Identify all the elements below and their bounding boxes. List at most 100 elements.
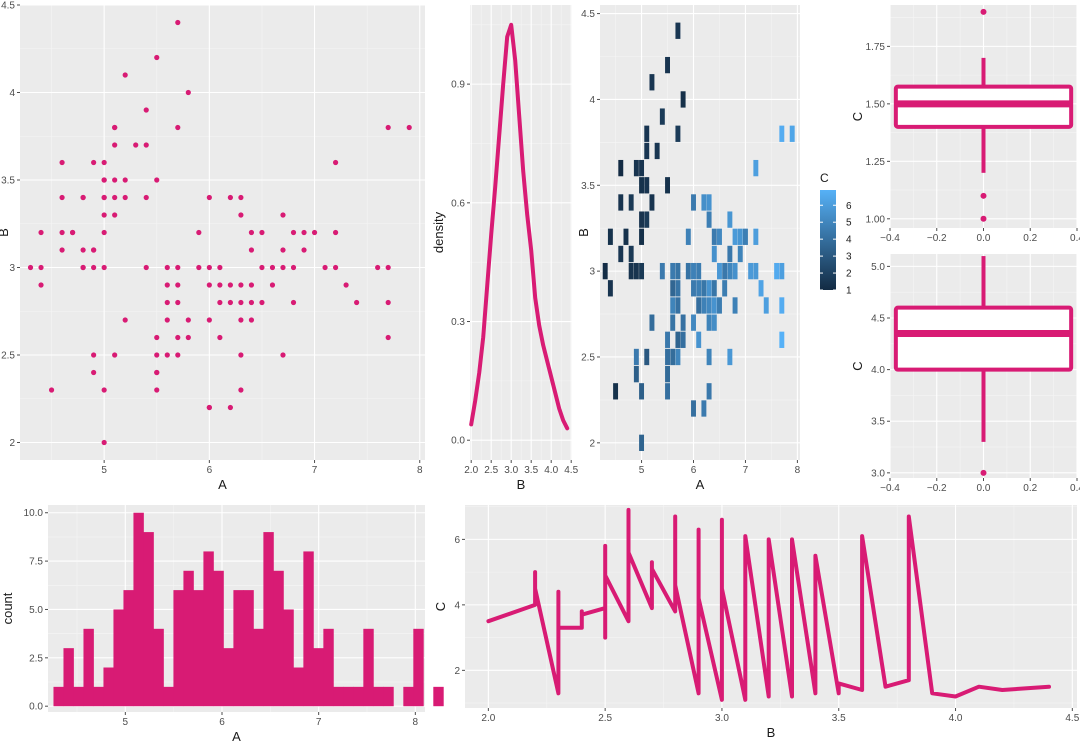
density-curve — [469, 22, 570, 431]
scatter-point — [280, 352, 286, 358]
scatter-point — [154, 177, 160, 183]
tiles-y-tick-label: 2.5 — [581, 352, 595, 363]
scatter-point — [143, 264, 149, 271]
scatter-point — [154, 352, 160, 358]
tiles-y-axis-title: B — [576, 228, 591, 237]
heatmap-tile — [701, 297, 707, 314]
scatter-point — [280, 247, 286, 253]
heatmap-tile — [748, 262, 754, 280]
histogram-bar — [223, 648, 234, 707]
heatmap-tile — [727, 211, 733, 228]
scatter-point — [143, 194, 149, 201]
scatter-point — [238, 352, 244, 358]
heatmap-tile — [675, 331, 681, 348]
histogram-bar — [63, 648, 74, 707]
histogram-y-tick-label: 7.5 — [29, 557, 43, 568]
scatter-point — [206, 317, 212, 323]
legend-tick-label: 2 — [846, 269, 852, 280]
box1-outlier — [980, 8, 987, 15]
scatter-point — [91, 159, 97, 166]
histogram-bar — [433, 686, 444, 707]
scatter-point — [59, 159, 65, 166]
density-x-tick-label: 4.0 — [544, 465, 558, 476]
scatter-point — [206, 264, 212, 271]
legend-tick-label: 5 — [846, 218, 852, 229]
scatter-point — [196, 264, 202, 271]
heatmap-tile — [779, 331, 785, 348]
heatmap-tile — [779, 262, 785, 280]
heatmap-tile — [670, 262, 676, 280]
heatmap-tile — [675, 22, 681, 39]
scatter-point — [406, 124, 412, 131]
heatmap-tile — [607, 228, 613, 245]
scatter-point — [101, 264, 107, 271]
scatter-point — [48, 387, 55, 393]
scatter-point — [59, 194, 65, 201]
heatmap-tile — [607, 280, 613, 297]
scatter-point — [175, 334, 181, 341]
scatter-panel-bg — [20, 5, 425, 460]
box2-box — [893, 305, 1074, 372]
scatter-point — [301, 229, 307, 236]
heatmap-tile — [633, 159, 639, 177]
scatter-point — [248, 317, 255, 323]
heatmap-tile — [737, 245, 743, 263]
legend-tick-label: 3 — [846, 252, 852, 263]
scatter-point — [280, 212, 286, 218]
scatter-point — [385, 124, 391, 131]
scatter-point — [143, 107, 149, 113]
scatter-point — [122, 177, 128, 183]
density-x-axis-title: B — [517, 477, 526, 492]
legend-tick-label: 6 — [846, 201, 852, 212]
box1-y-tick-label: 1.25 — [866, 157, 886, 168]
line-chart: 2.0 2.5 3.0 3.5 4.0 4.5 2 4 6 B C — [433, 505, 1080, 740]
heatmap-tile — [644, 177, 650, 194]
scatter-point — [27, 264, 34, 271]
scatter-point — [112, 352, 118, 358]
heatmap-tile — [639, 262, 645, 280]
heatmap-tile — [644, 142, 650, 160]
heatmap-tile — [670, 297, 676, 314]
scatter-point — [238, 194, 244, 201]
box1-y-axis-title: C — [850, 112, 865, 121]
box1-x-tick-label: −0.4 — [880, 233, 900, 244]
heatmap-tile — [691, 194, 696, 211]
histogram-x-tick-label: 7 — [316, 717, 322, 728]
heatmap-tile — [618, 159, 624, 177]
tiles-x-tick-label: 7 — [743, 465, 749, 476]
box2-y-tick-label: 4.0 — [871, 365, 885, 376]
heatmap-tile — [779, 125, 785, 142]
scatter-point — [185, 317, 191, 323]
scatter-point — [206, 194, 212, 201]
scatter-y-tick-label: 4 — [9, 88, 15, 99]
scatter-point — [122, 194, 128, 201]
histogram-bar — [143, 532, 154, 707]
scatter-y-tick-label: 2.5 — [1, 351, 15, 362]
heatmap-tile — [633, 348, 639, 366]
box1-y-tick-label: 1.00 — [866, 214, 886, 225]
scatter-point — [269, 282, 276, 288]
heatmap-tile — [706, 211, 712, 228]
scatter-y-tick-label: 3 — [9, 263, 15, 274]
heatmap-tile — [680, 91, 686, 108]
heatmap-tile — [691, 262, 696, 280]
histogram-bar — [233, 590, 244, 707]
heatmap-tile — [706, 194, 712, 211]
histogram-bar — [293, 667, 304, 707]
heatmap-tile — [706, 348, 712, 366]
histogram-x-tick-label: 6 — [219, 717, 225, 728]
heatmap-tile — [633, 262, 639, 280]
histogram-bar — [263, 532, 274, 707]
histogram-bar — [213, 570, 224, 707]
histogram-bar — [353, 686, 364, 707]
scatter-point — [80, 247, 86, 253]
box2-chart: −0.4 −0.2 0.0 0.2 0.4 3.0 3.5 4.0 4.5 5.0 C — [850, 254, 1080, 494]
histogram-bar — [283, 609, 294, 707]
heatmap-tile — [633, 365, 639, 383]
scatter-point — [101, 229, 107, 236]
histogram-x-axis-title: A — [232, 729, 241, 744]
scatter-point — [101, 212, 107, 218]
density-y-tick-label: 0.0 — [451, 436, 465, 447]
scatter-point — [290, 264, 297, 271]
